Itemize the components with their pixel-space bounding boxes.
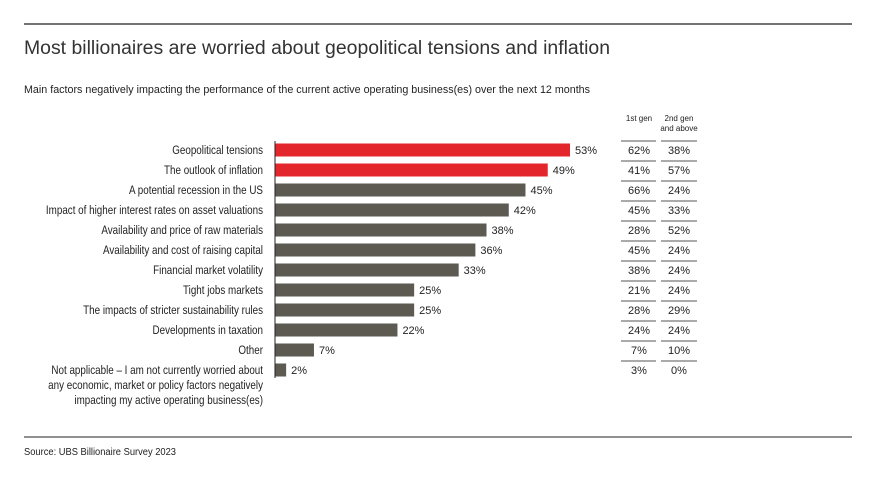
- category-label: Availability and cost of raising capital: [103, 244, 263, 257]
- category-label: Impact of higher interest rates on asset…: [46, 204, 264, 217]
- table-column-header: 2nd gen: [665, 114, 694, 123]
- value-label: 45%: [530, 185, 552, 197]
- table-cell-2nd-gen: 10%: [668, 345, 690, 357]
- value-label: 22%: [402, 325, 424, 337]
- table-cell-1st-gen: 62%: [628, 145, 650, 157]
- category-label: Not applicable – I am not currently worr…: [51, 364, 263, 377]
- table-column-header: 1st gen: [626, 114, 652, 123]
- table-cell-1st-gen: 28%: [628, 305, 650, 317]
- table-cell-2nd-gen: 24%: [668, 285, 690, 297]
- category-label: The impacts of stricter sustainability r…: [83, 304, 263, 317]
- category-label: Geopolitical tensions: [172, 144, 263, 157]
- value-label: 25%: [419, 285, 441, 297]
- category-label: The outlook of inflation: [164, 164, 263, 177]
- table-cell-2nd-gen: 24%: [668, 265, 690, 277]
- table-cell-1st-gen: 45%: [628, 205, 650, 217]
- table-cell-1st-gen: 41%: [628, 165, 650, 177]
- table-cell-1st-gen: 24%: [628, 325, 650, 337]
- category-label: Tight jobs markets: [183, 284, 263, 297]
- table-cell-2nd-gen: 0%: [671, 365, 687, 377]
- table-cell-2nd-gen: 29%: [668, 305, 690, 317]
- table-cell-2nd-gen: 52%: [668, 225, 690, 237]
- bar: [275, 163, 548, 177]
- table-column-header: and above: [660, 124, 698, 133]
- value-label: 7%: [319, 345, 335, 357]
- table-cell-2nd-gen: 38%: [668, 145, 690, 157]
- table-cell-2nd-gen: 57%: [668, 165, 690, 177]
- bar: [275, 363, 287, 377]
- value-label: 2%: [291, 365, 307, 377]
- category-label: Financial market volatility: [153, 264, 263, 277]
- chart-subtitle: Main factors negatively impacting the pe…: [24, 84, 590, 96]
- category-label: impacting my active operating business(e…: [74, 394, 263, 407]
- table-cell-1st-gen: 45%: [628, 245, 650, 257]
- bar: [275, 143, 570, 157]
- table-cell-1st-gen: 38%: [628, 265, 650, 277]
- category-label: any economic, market or policy factors n…: [48, 379, 263, 392]
- bar: [275, 323, 398, 337]
- category-label: Developments in taxation: [153, 324, 263, 337]
- category-label: A potential recession in the US: [129, 184, 263, 197]
- value-label: 49%: [553, 165, 575, 177]
- bar: [275, 183, 526, 197]
- bar: [275, 283, 415, 297]
- source-note: Source: UBS Billionaire Survey 2023: [24, 447, 176, 458]
- table-cell-1st-gen: 28%: [628, 225, 650, 237]
- table-cell-2nd-gen: 24%: [668, 245, 690, 257]
- category-label: Other: [238, 344, 263, 357]
- table-cell-2nd-gen: 24%: [668, 325, 690, 337]
- bar: [275, 223, 487, 237]
- value-label: 36%: [480, 245, 502, 257]
- bar: [275, 263, 459, 277]
- table-cell-2nd-gen: 24%: [668, 185, 690, 197]
- table-cell-1st-gen: 3%: [631, 365, 647, 377]
- bar: [275, 203, 509, 217]
- chart-title: Most billionaires are worried about geop…: [24, 38, 610, 59]
- table-cell-2nd-gen: 33%: [668, 205, 690, 217]
- value-label: 38%: [492, 225, 514, 237]
- value-label: 33%: [464, 265, 486, 277]
- table-cell-1st-gen: 66%: [628, 185, 650, 197]
- table-cell-1st-gen: 7%: [631, 345, 647, 357]
- value-label: 25%: [419, 305, 441, 317]
- bar: [275, 303, 415, 317]
- bar: [275, 243, 476, 257]
- value-label: 53%: [575, 145, 597, 157]
- table-cell-1st-gen: 21%: [628, 285, 650, 297]
- bar: [275, 343, 314, 357]
- category-label: Availability and price of raw materials: [101, 224, 263, 237]
- value-label: 42%: [514, 205, 536, 217]
